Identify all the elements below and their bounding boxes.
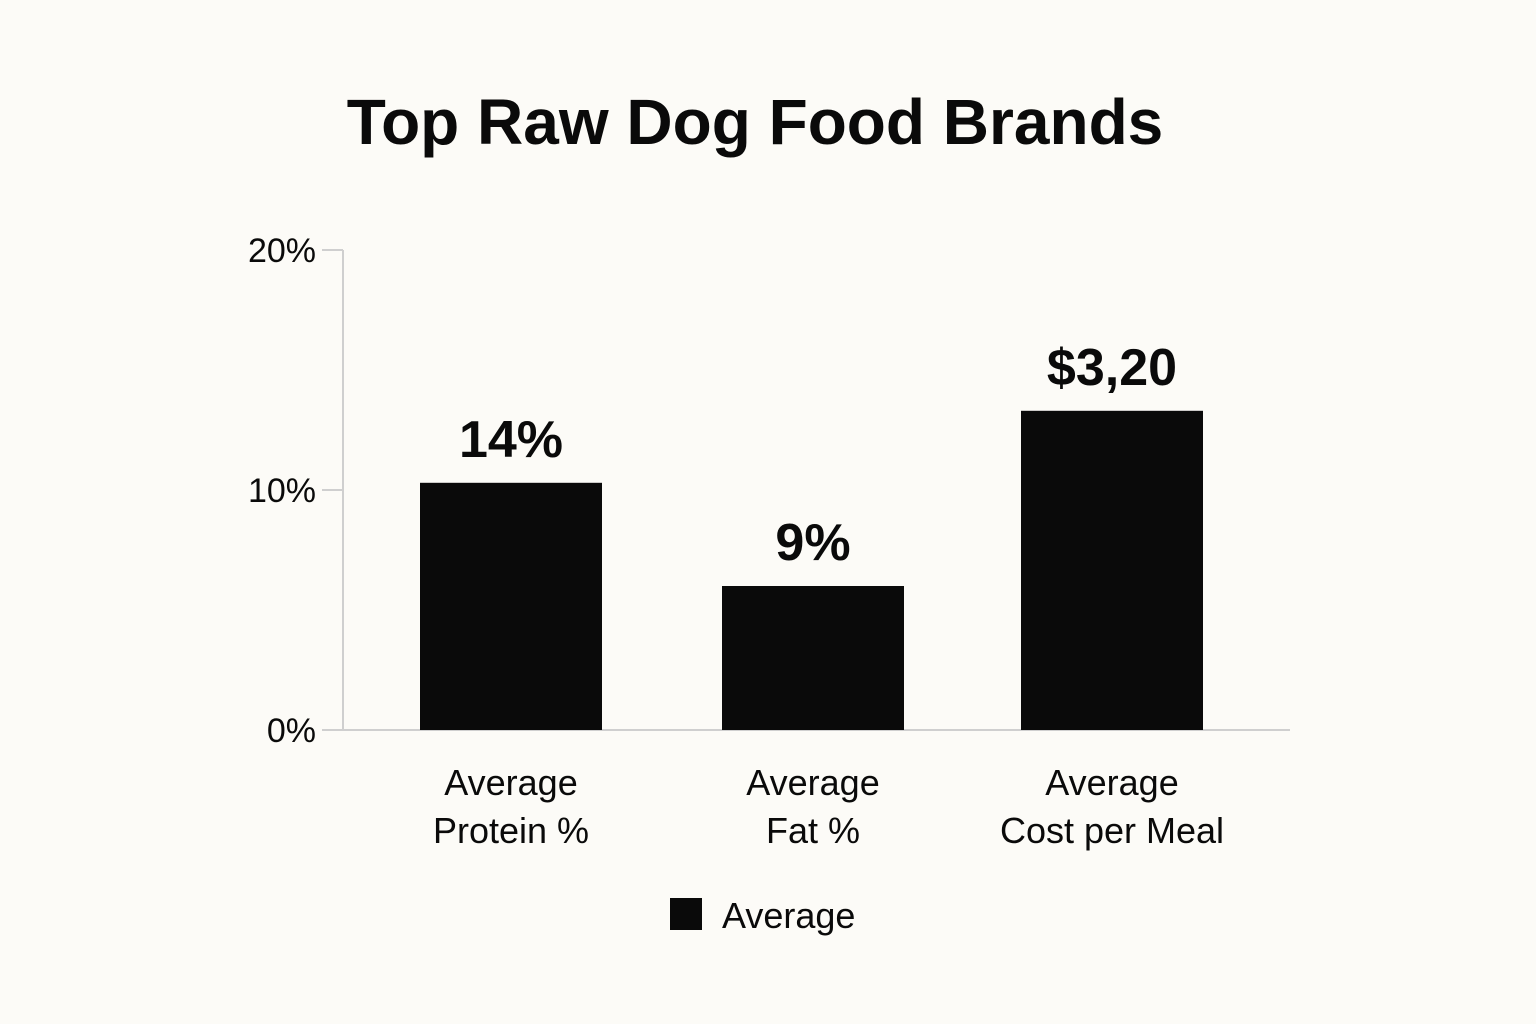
x-category-label: Average [444,762,577,803]
bar-data-label: 9% [775,514,850,572]
x-category-label: Cost per Meal [1000,810,1224,851]
y-axis: 0% 10% 20% [248,232,344,750]
chart-title: Top Raw Dog Food Brands [347,86,1164,158]
x-category-label: Fat % [766,810,860,851]
x-category-label: Average [1045,762,1178,803]
bar [722,586,904,730]
data-labels: 14% 9% $3,20 [459,339,1177,572]
y-ticks: 0% 10% 20% [248,232,343,750]
bar-data-label: $3,20 [1047,339,1177,397]
legend-label: Average [722,895,855,936]
bar-data-label: 14% [459,411,563,469]
x-category-label: Protein % [433,810,589,851]
y-tick-label: 0% [267,712,316,750]
bar [1021,410,1203,730]
legend: Average [670,895,855,936]
bars [420,410,1203,730]
bar [420,482,602,730]
legend-swatch [670,898,702,930]
y-tick-label: 10% [248,472,316,510]
category-labels: Average Protein % Average Fat % Average Cost … [433,762,1224,851]
x-category-label: Average [746,762,879,803]
y-tick-label: 20% [248,232,316,270]
